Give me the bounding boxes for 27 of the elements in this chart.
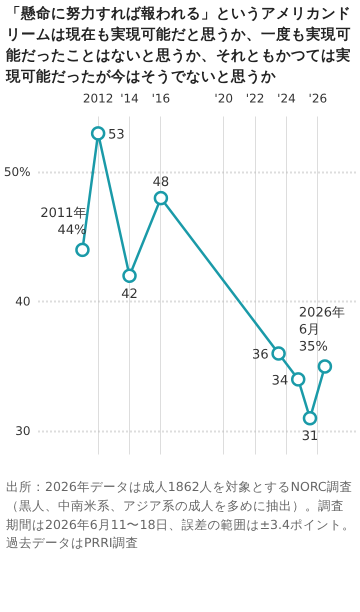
text: 出所：2026年データは成人1862人を対象とするNORC調査（黒人、中南米系、アジア系の成人を多めに抽出）。調査期間は2026年6月11〜18日、誤差の範囲は±3.4ポイント。過去データはPRRI調査 [6,478,356,552]
point [154,190,168,206]
chart-title: 「懸命に努力すれば報われる」というアメリカンドリームは現在も実現可能だと思うか、一度も実現可能だったことはないと思うか、それともかつては実現可能だったが今はそうでないと思うか [6,4,352,88]
x-tick-label: '24 [277,92,296,106]
point [90,126,106,141]
text: 48 [152,175,170,190]
text: 31 [302,429,318,444]
point [122,268,137,284]
point [302,411,318,426]
point [75,242,90,258]
x-tick-label: '14 [120,92,139,106]
point [290,372,306,387]
point [271,346,286,361]
x-tick-label: '26 [308,92,328,106]
y-tick-label: 40 [15,294,31,309]
x-tick-label: '16 [152,92,170,106]
point [318,359,332,374]
y-tick-label: 30 [15,424,31,438]
x-tick-label: '20 [214,92,233,106]
x-tick-label: '22 [246,92,264,106]
text: 2026年 6月 35% [298,306,345,354]
x-tick-label: 2012 [82,92,114,106]
text: 53 [108,127,125,142]
text: 34 [272,373,288,388]
text: 42 [121,286,138,302]
text: 36 [252,348,269,363]
y-tick-label: 50% [4,165,30,180]
